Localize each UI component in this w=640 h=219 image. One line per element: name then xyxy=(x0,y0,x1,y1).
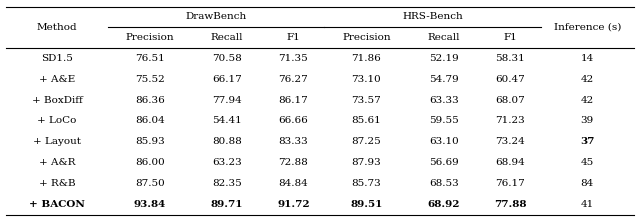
Text: 70.58: 70.58 xyxy=(212,54,242,63)
Text: Recall: Recall xyxy=(428,33,460,42)
Text: + LoCo: + LoCo xyxy=(37,117,77,125)
Text: Precision: Precision xyxy=(342,33,390,42)
Text: 71.86: 71.86 xyxy=(351,54,381,63)
Text: 71.35: 71.35 xyxy=(278,54,308,63)
Text: 85.93: 85.93 xyxy=(135,137,164,146)
Text: 68.07: 68.07 xyxy=(495,96,525,105)
Text: 63.33: 63.33 xyxy=(429,96,459,105)
Text: 85.61: 85.61 xyxy=(351,117,381,125)
Text: 71.23: 71.23 xyxy=(495,117,525,125)
Text: 76.51: 76.51 xyxy=(135,54,164,63)
Text: 80.88: 80.88 xyxy=(212,137,242,146)
Text: 77.88: 77.88 xyxy=(493,200,526,209)
Text: 73.24: 73.24 xyxy=(495,137,525,146)
Text: 58.31: 58.31 xyxy=(495,54,525,63)
Text: + BACON: + BACON xyxy=(29,200,85,209)
Text: + A&E: + A&E xyxy=(39,75,76,84)
Text: 39: 39 xyxy=(580,117,594,125)
Text: 59.55: 59.55 xyxy=(429,117,459,125)
Text: 85.73: 85.73 xyxy=(351,179,381,188)
Text: F1: F1 xyxy=(503,33,516,42)
Text: 84: 84 xyxy=(580,179,594,188)
Text: SD1.5: SD1.5 xyxy=(41,54,73,63)
Text: 42: 42 xyxy=(580,75,594,84)
Text: 66.17: 66.17 xyxy=(212,75,242,84)
Text: 52.19: 52.19 xyxy=(429,54,459,63)
Text: 84.84: 84.84 xyxy=(278,179,308,188)
Text: 76.27: 76.27 xyxy=(278,75,308,84)
Text: HRS-Bench: HRS-Bench xyxy=(402,12,463,21)
Text: 82.35: 82.35 xyxy=(212,179,242,188)
Text: 54.79: 54.79 xyxy=(429,75,459,84)
Text: 63.23: 63.23 xyxy=(212,158,242,167)
Text: Inference (s): Inference (s) xyxy=(554,23,621,32)
Text: 86.04: 86.04 xyxy=(135,117,164,125)
Text: Recall: Recall xyxy=(211,33,243,42)
Text: 56.69: 56.69 xyxy=(429,158,459,167)
Text: 68.53: 68.53 xyxy=(429,179,459,188)
Text: 87.93: 87.93 xyxy=(351,158,381,167)
Text: 86.00: 86.00 xyxy=(135,158,164,167)
Text: + A&R: + A&R xyxy=(39,158,76,167)
Text: 83.33: 83.33 xyxy=(278,137,308,146)
Text: 72.88: 72.88 xyxy=(278,158,308,167)
Text: 45: 45 xyxy=(580,158,594,167)
Text: 86.36: 86.36 xyxy=(135,96,164,105)
Text: 54.41: 54.41 xyxy=(212,117,242,125)
Text: 66.66: 66.66 xyxy=(278,117,308,125)
Text: F1: F1 xyxy=(287,33,300,42)
Text: 77.94: 77.94 xyxy=(212,96,242,105)
Text: 73.57: 73.57 xyxy=(351,96,381,105)
Text: + BoxDiff: + BoxDiff xyxy=(32,96,83,105)
Text: 86.17: 86.17 xyxy=(278,96,308,105)
Text: 41: 41 xyxy=(580,200,594,209)
Text: + Layout: + Layout xyxy=(33,137,81,146)
Text: Method: Method xyxy=(36,23,77,32)
Text: DrawBench: DrawBench xyxy=(186,12,246,21)
Text: 37: 37 xyxy=(580,137,595,146)
Text: 91.72: 91.72 xyxy=(277,200,310,209)
Text: 63.10: 63.10 xyxy=(429,137,459,146)
Text: 93.84: 93.84 xyxy=(134,200,166,209)
Text: 73.10: 73.10 xyxy=(351,75,381,84)
Text: 89.51: 89.51 xyxy=(350,200,383,209)
Text: 68.94: 68.94 xyxy=(495,158,525,167)
Text: 87.50: 87.50 xyxy=(135,179,164,188)
Text: 60.47: 60.47 xyxy=(495,75,525,84)
Text: 14: 14 xyxy=(580,54,594,63)
Text: 42: 42 xyxy=(580,96,594,105)
Text: 75.52: 75.52 xyxy=(135,75,164,84)
Text: Precision: Precision xyxy=(125,33,174,42)
Text: + R&B: + R&B xyxy=(39,179,76,188)
Text: 87.25: 87.25 xyxy=(351,137,381,146)
Text: 89.71: 89.71 xyxy=(211,200,243,209)
Text: 68.92: 68.92 xyxy=(428,200,460,209)
Text: 76.17: 76.17 xyxy=(495,179,525,188)
